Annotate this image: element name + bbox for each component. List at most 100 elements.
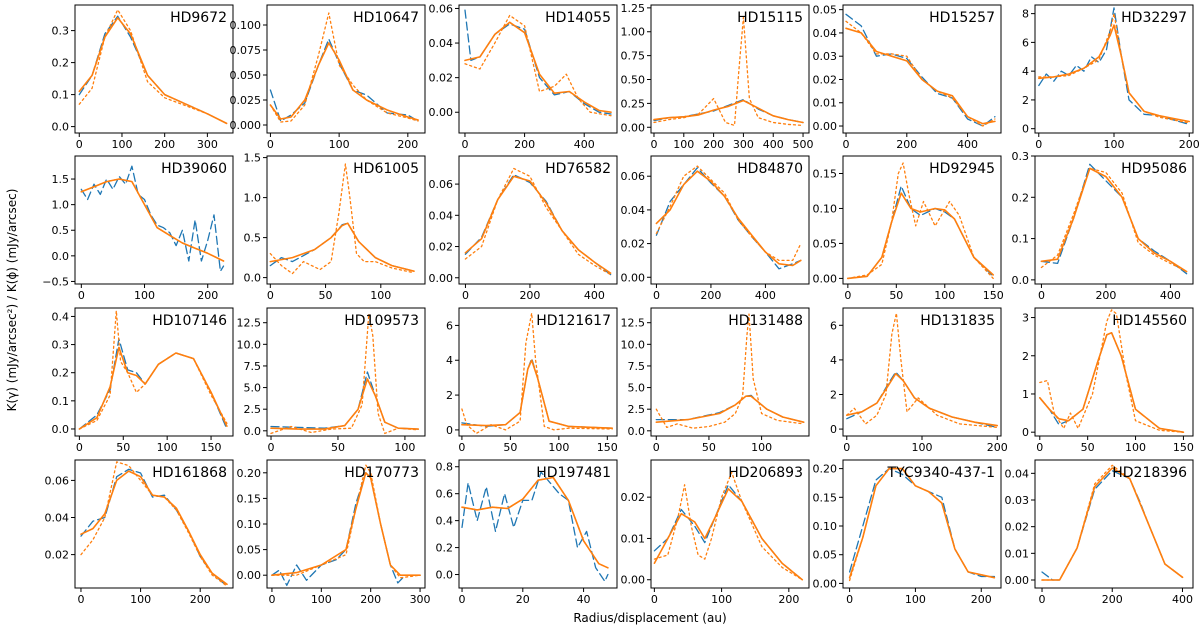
series-model [655, 165, 802, 262]
x-tick-label: 0 [650, 138, 657, 151]
x-tick-label: 100 [905, 593, 926, 606]
y-tick-label: 0.02 [621, 491, 646, 504]
axes-frame [842, 4, 1002, 134]
x-tick-label: 0 [1035, 138, 1042, 151]
x-tick-label: 200 [1095, 289, 1116, 302]
series-data [1039, 332, 1185, 433]
axes-frame [1034, 307, 1194, 437]
series-data [653, 98, 804, 124]
y-tick-label: 0 [1022, 123, 1029, 136]
panel-hd32297: 0 100 200 0 2 4 6 8 HD32297 [1022, 4, 1200, 151]
series-smooth-fit [80, 470, 228, 586]
y-tick-label: 0 [446, 424, 453, 437]
x-tick-label: 40 [577, 593, 591, 606]
axes-frame [266, 4, 426, 134]
panel-hd121617: 0 50 100 150 0 2 4 6 HD121617 [446, 307, 618, 454]
series-smooth-fit [1041, 467, 1184, 581]
y-tick-label: 0.1 [52, 89, 70, 102]
y-tick-label: 0.3 [52, 25, 70, 38]
x-tick-label: 0 [267, 138, 274, 151]
y-tick-label: 1.0 [244, 192, 262, 205]
series-model [464, 14, 612, 117]
y-tick-label: 1 [1022, 388, 1029, 401]
y-tick-label: 0.01 [1005, 547, 1030, 560]
axes-frame [74, 459, 234, 589]
axes-frame [266, 307, 426, 437]
panel-hd15115: 0 100 200 300 400 500 0.00 0.25 0.50 0.75 1.00 1.25… [621, 2, 814, 151]
series-data [78, 338, 228, 430]
x-tick-label: 400 [1160, 289, 1181, 302]
x-tick-label: 200 [971, 593, 992, 606]
y-tick-label: 0.2 [1012, 191, 1030, 204]
panel-hd170773: 0 100 200 300 0.00 0.05 0.10 0.15 0.20 HD170773 [237, 459, 431, 606]
y-tick-label: 0.3 [52, 339, 70, 352]
panel-title: HD39060 [161, 161, 227, 177]
series-model [846, 312, 998, 429]
axes-frame [458, 459, 618, 589]
y-tick-label: 0.2 [52, 57, 70, 70]
panel-hd109573: 0 50 100 0.0 2.5 5.0 7.5 10.0 12.5 HD109573 [237, 307, 426, 454]
series-data [655, 167, 802, 270]
series-data [78, 15, 228, 125]
y-tick-label: 0.0 [436, 569, 454, 582]
series-smooth-fit [848, 467, 996, 579]
y-tick-label: 12.5 [237, 317, 262, 330]
y-axis-label: K(γ) (mJy/arcsec²) / K(ϕ) (mJy/arcsec) [5, 189, 19, 412]
x-tick-label: 0 [1038, 289, 1045, 302]
y-tick-label: 0.01 [813, 97, 838, 110]
series-model [653, 471, 803, 581]
y-tick-label: 12.5 [621, 317, 646, 330]
series-model [464, 167, 612, 276]
y-tick-label: 4 [446, 354, 453, 367]
x-tick-label: 0 [1039, 593, 1046, 606]
y-tick-label: 0.50 [621, 74, 646, 87]
x-tick-label: 150 [1173, 441, 1194, 454]
x-tick-label: 100 [548, 441, 569, 454]
x-tick-label: 50 [889, 289, 903, 302]
y-tick-label: 4 [830, 354, 837, 367]
x-tick-label: 500 [793, 138, 814, 151]
series-data [461, 471, 609, 582]
series-smooth-fit [1038, 24, 1190, 123]
axes-frame [1034, 459, 1194, 589]
x-tick-label: 0 [653, 441, 660, 454]
series-model [269, 163, 415, 275]
x-tick-label: 200 [700, 289, 721, 302]
axes-frame [74, 4, 234, 134]
panel-hd14055: 0 200 400 0.00 0.02 0.04 0.06 HD14055 [429, 2, 618, 151]
axes-frame [842, 155, 1002, 285]
axes-frame [458, 155, 618, 285]
x-tick-label: 150 [983, 289, 1004, 302]
y-tick-label: 0.04 [621, 204, 646, 217]
y-tick-label: 6 [446, 319, 453, 332]
axes-frame [842, 459, 1002, 589]
series-model [80, 178, 225, 262]
series-model [78, 9, 228, 125]
panel-title: HD131835 [920, 313, 995, 329]
x-tick-label: 200 [703, 138, 724, 151]
y-tick-label: 0.15 [813, 491, 838, 504]
series-smooth-fit [78, 346, 228, 430]
x-tick-label: 200 [896, 138, 917, 151]
x-tick-label: 0 [653, 289, 660, 302]
series-smooth-fit [270, 378, 420, 430]
series-data [847, 185, 994, 280]
series-data [848, 467, 996, 578]
x-tick-label: 400 [574, 138, 595, 151]
y-tick-label: 0.02 [621, 238, 646, 251]
series-data [846, 371, 998, 429]
axes-frame [650, 459, 810, 589]
y-tick-label: 0.04 [429, 37, 454, 50]
panel-tyc9340-437-1: 0 100 200 0.00 0.05 0.10 0.15 0.20 TYC9340-437-1 [813, 459, 1002, 606]
x-tick-label: 400 [755, 289, 776, 302]
series-model [847, 162, 994, 280]
x-tick-label: 0 [267, 289, 274, 302]
series-model [653, 16, 804, 127]
panel-hd92945: 0 50 100 150 0.00 0.05 0.10 0.15 HD92945 [813, 155, 1004, 302]
y-tick-label: 1.5 [52, 173, 70, 186]
y-tick-label: 0.15 [237, 492, 262, 505]
y-tick-label: 0.00 [621, 121, 646, 134]
x-tick-label: 100 [130, 593, 151, 606]
